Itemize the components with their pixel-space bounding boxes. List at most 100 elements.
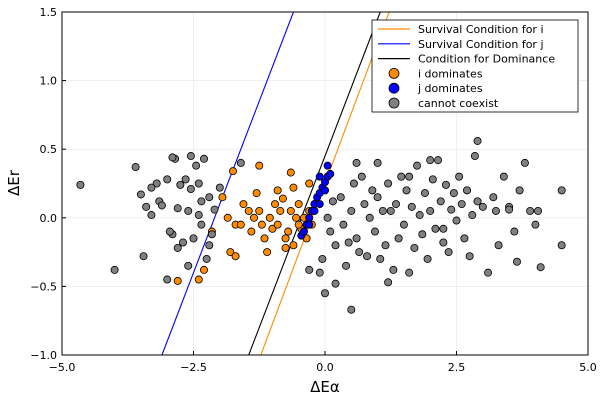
scatter-point (157, 201, 166, 210)
scatter-point (457, 200, 466, 209)
scatter-point (520, 158, 529, 167)
scatter-point (186, 184, 195, 193)
scatter-point (315, 268, 324, 277)
scatter-point (76, 180, 85, 189)
scatter-point (192, 161, 201, 170)
scatter-point (218, 193, 227, 202)
scatter-point (323, 161, 332, 170)
scatter-point (194, 179, 203, 188)
x-tick-label: 0.0 (316, 361, 334, 374)
scatter-point (305, 179, 314, 188)
scatter-point (460, 234, 469, 243)
scatter-point (376, 254, 385, 263)
scatter-point (173, 276, 182, 285)
scatter-point (292, 213, 301, 222)
scatter-point (294, 220, 303, 229)
scatter-point (168, 153, 177, 162)
scatter-point (484, 268, 493, 277)
scatter-point (173, 204, 182, 213)
scatter-point (431, 224, 440, 233)
scatter-point (244, 206, 253, 215)
scatter-point (336, 193, 345, 202)
y-axis-label: ΔEr (5, 169, 23, 196)
scatter-point (368, 186, 377, 195)
scatter-point (418, 230, 427, 239)
scatter-point (202, 254, 211, 263)
scatter-point (181, 175, 190, 184)
scatter-point (320, 289, 329, 298)
scatter-point (557, 241, 566, 250)
legend-label: cannot coexist (418, 97, 499, 110)
scatter-point (389, 265, 398, 274)
scatter-point (186, 152, 195, 161)
scatter-point (352, 158, 361, 167)
scatter-point (349, 179, 358, 188)
y-tick-label: 1.5 (40, 6, 58, 19)
scatter-point (197, 220, 206, 229)
legend-label: Survival Condition for i (418, 23, 544, 36)
scatter-point (342, 261, 351, 270)
scatter-point (378, 206, 387, 215)
scatter-point (205, 193, 214, 202)
scatter-point (444, 248, 453, 257)
scatter-point (441, 180, 450, 189)
scatter-point (139, 252, 148, 261)
scatter-point (305, 220, 314, 229)
scatter-point (489, 193, 498, 202)
scatter-point (194, 211, 203, 220)
scatter-point (189, 234, 198, 243)
scatter-point (289, 183, 298, 192)
x-tick-label: 2.5 (448, 361, 466, 374)
scatter-point (226, 248, 235, 257)
scatter-point (373, 193, 382, 202)
scatter-point (228, 167, 237, 176)
scatter-point (397, 172, 406, 181)
scatter-point (491, 206, 500, 215)
scatter-point (278, 194, 287, 203)
legend-label: i dominates (418, 67, 483, 80)
scatter-point (289, 241, 298, 250)
scatter-point (271, 200, 280, 209)
scatter-point (207, 230, 216, 239)
x-tick-label: −5.0 (49, 361, 76, 374)
scatter-point (473, 136, 482, 145)
scatter-point (315, 200, 324, 209)
scatter-point (305, 265, 314, 274)
scatter-point (463, 186, 472, 195)
scatter-point (276, 206, 285, 215)
scatter-point (434, 156, 443, 165)
scatter-point (152, 179, 161, 188)
scatter-point (510, 227, 519, 236)
scatter-point (515, 186, 524, 195)
scatter-point (468, 211, 477, 220)
scatter-point (526, 206, 535, 215)
scatter-point (165, 227, 174, 236)
scatter-point (436, 197, 445, 206)
scatter-point (236, 220, 245, 229)
scatter-point (265, 213, 274, 222)
scatter-point (499, 172, 508, 181)
scatter-point (392, 200, 401, 209)
scatter-point (386, 206, 395, 215)
scatter-point (494, 241, 503, 250)
scatter-point (355, 248, 364, 257)
scatter-point (557, 186, 566, 195)
scatter-point (210, 205, 219, 214)
scatter-point (363, 252, 372, 261)
scatter-point (236, 158, 245, 167)
scatter-point (531, 220, 540, 229)
scatter-point (512, 257, 521, 266)
x-tick-label: 5.0 (579, 361, 597, 374)
scatter-point (163, 275, 172, 284)
y-tick-label: −0.5 (30, 280, 57, 293)
legend-label: Condition for Dominance (418, 53, 555, 66)
scatter-point (310, 206, 319, 215)
scatter-point (231, 252, 240, 261)
scatter-point (147, 211, 156, 220)
scatter-point (178, 238, 187, 247)
scatter-point (449, 189, 458, 198)
scatter-point (344, 238, 353, 247)
scatter-point (294, 200, 303, 209)
y-tick-label: 0.0 (40, 212, 58, 225)
scatter-point (284, 227, 293, 236)
